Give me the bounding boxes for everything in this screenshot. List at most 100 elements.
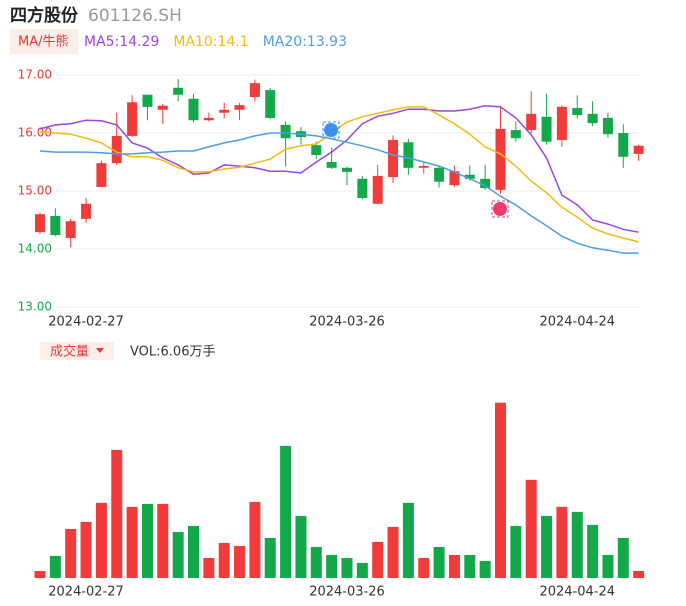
candle-body bbox=[434, 167, 445, 182]
volume-bar bbox=[433, 547, 445, 578]
volume-bar bbox=[372, 541, 384, 578]
candle-body bbox=[311, 145, 322, 156]
volume-bar bbox=[172, 531, 184, 578]
candle-body bbox=[541, 116, 552, 142]
x-tick-label: 2024-02-27 bbox=[48, 315, 124, 330]
candle-body bbox=[618, 133, 629, 157]
volume-button[interactable]: 成交量 bbox=[50, 344, 89, 360]
y-tick-label: 15.00 bbox=[18, 184, 52, 198]
candle-body bbox=[111, 135, 122, 164]
candle-body bbox=[65, 221, 76, 238]
volume-bar bbox=[295, 515, 307, 578]
candle-body bbox=[142, 94, 153, 107]
volume-bar bbox=[111, 449, 123, 578]
candle-body bbox=[81, 203, 92, 219]
ma-line bbox=[39, 104, 639, 233]
volume-bar bbox=[556, 506, 568, 578]
y-tick-label: 17.00 bbox=[18, 68, 52, 82]
volume-bar bbox=[34, 570, 46, 578]
candle-body bbox=[127, 102, 138, 136]
volume-bar bbox=[141, 503, 153, 578]
volume-bar bbox=[310, 547, 322, 578]
candle-body bbox=[203, 117, 214, 121]
volume-bar bbox=[448, 554, 460, 578]
volume-bar bbox=[341, 557, 353, 578]
volume-bar bbox=[126, 506, 138, 578]
candle-body bbox=[587, 113, 598, 124]
volume-label: VOL:6.06万手 bbox=[130, 345, 215, 360]
signal-icon bbox=[322, 121, 340, 139]
x-tick-label: 2024-02-27 bbox=[48, 585, 124, 600]
candle-body bbox=[388, 139, 399, 178]
legend-entry: MA10:14.1 bbox=[173, 34, 248, 50]
y-tick-label: 14.00 bbox=[18, 242, 52, 256]
candle-body bbox=[510, 130, 521, 139]
x-tick-label: 2024-04-24 bbox=[539, 315, 615, 330]
candle-body bbox=[480, 178, 491, 189]
candle-body bbox=[265, 90, 276, 118]
volume-bar bbox=[602, 554, 614, 578]
y-tick-label: 13.00 bbox=[18, 300, 52, 314]
dropdown-arrow[interactable] bbox=[96, 348, 104, 353]
ma-button-bg[interactable] bbox=[10, 29, 78, 54]
volume-bar bbox=[188, 525, 199, 578]
candle-body bbox=[602, 117, 613, 135]
volume-bar bbox=[587, 524, 599, 578]
candle-body bbox=[495, 128, 506, 190]
volume-bar bbox=[418, 557, 430, 578]
candle-body bbox=[572, 108, 583, 116]
volume-bar bbox=[510, 525, 522, 578]
stock-code: 601126.SH bbox=[88, 6, 182, 26]
candle-body bbox=[633, 145, 644, 154]
candle-body bbox=[173, 87, 184, 95]
volume-bar bbox=[95, 502, 107, 578]
candle-body bbox=[464, 174, 475, 179]
y-tick-label: 16.00 bbox=[18, 126, 52, 140]
candle-body bbox=[526, 113, 537, 131]
volume-bar bbox=[479, 561, 491, 578]
volume-button-bg[interactable] bbox=[40, 342, 114, 360]
volume-bar bbox=[280, 445, 292, 578]
stock-name: 四方股份 bbox=[10, 5, 79, 26]
candle-body bbox=[219, 109, 230, 113]
volume-bar bbox=[541, 515, 553, 578]
x-tick-label: 2024-03-26 bbox=[309, 585, 385, 600]
candle-body bbox=[249, 83, 260, 98]
volume-bar bbox=[571, 511, 583, 578]
candle-body bbox=[188, 98, 199, 121]
volume-bar bbox=[203, 557, 215, 578]
ma-button[interactable]: MA/牛熊 bbox=[18, 34, 69, 50]
candle-body bbox=[372, 175, 383, 204]
volume-bar bbox=[402, 502, 414, 578]
volume-bar bbox=[326, 554, 338, 578]
candle-body bbox=[342, 167, 352, 172]
volume-bar bbox=[464, 554, 476, 578]
candle-body bbox=[96, 163, 107, 187]
candle-body bbox=[35, 214, 45, 233]
volume-bar bbox=[234, 545, 246, 578]
signal-icon bbox=[491, 200, 509, 218]
volume-bar bbox=[49, 555, 61, 578]
volume-bar bbox=[218, 542, 230, 578]
candle-body bbox=[403, 142, 414, 168]
volume-bar bbox=[356, 562, 368, 578]
volume-bar bbox=[617, 537, 629, 578]
candle-body bbox=[556, 106, 567, 140]
volume-bar bbox=[387, 526, 399, 578]
volume-bar bbox=[80, 521, 92, 578]
volume-bar bbox=[157, 503, 169, 578]
legend-entry: MA5:14.29 bbox=[84, 34, 159, 50]
volume-bar bbox=[249, 501, 261, 578]
x-tick-label: 2024-04-24 bbox=[539, 585, 615, 600]
candle-body bbox=[50, 215, 61, 236]
candle-body bbox=[418, 166, 429, 168]
volume-bar bbox=[525, 479, 537, 578]
candle-body bbox=[326, 162, 337, 168]
candle-body bbox=[157, 105, 168, 110]
legend-entry: MA20:13.93 bbox=[263, 34, 347, 50]
candle-body bbox=[234, 105, 245, 110]
x-tick-label: 2024-03-26 bbox=[309, 315, 385, 330]
volume-bar bbox=[65, 528, 77, 578]
volume-bar bbox=[495, 402, 506, 578]
